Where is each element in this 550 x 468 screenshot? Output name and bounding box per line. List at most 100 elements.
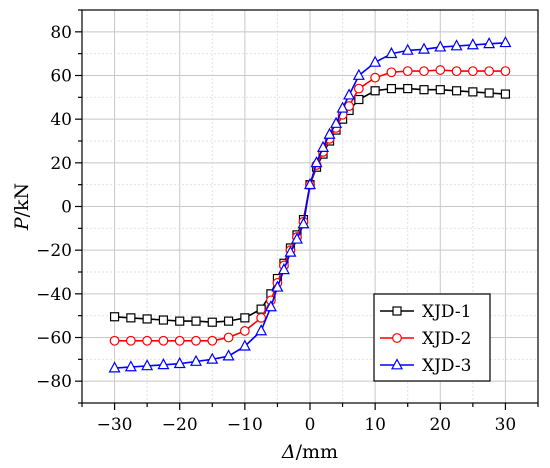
data-point	[125, 335, 136, 346]
data-point	[483, 37, 496, 49]
y-axis-label-symbol: P	[11, 216, 33, 231]
y-axis-label: P/kN	[11, 183, 33, 231]
data-point	[223, 316, 234, 326]
data-point	[484, 66, 495, 77]
data-point	[173, 356, 186, 369]
y-tick-label: 20	[50, 154, 72, 174]
data-point	[271, 280, 284, 292]
data-point	[467, 66, 478, 77]
y-tick-label: −80	[36, 372, 72, 392]
legend-label: XJD-3	[422, 356, 471, 376]
data-point	[323, 127, 336, 139]
data-point	[109, 312, 120, 322]
y-tick-label: −60	[36, 329, 72, 349]
x-tick-label: 10	[364, 415, 386, 435]
data-point	[500, 89, 511, 99]
data-point	[466, 38, 479, 50]
data-point	[385, 46, 398, 59]
legend-label: XJD-2	[422, 329, 471, 349]
data-point	[434, 40, 447, 52]
data-point	[419, 85, 429, 95]
legend-item: XJD-2	[380, 329, 471, 349]
x-axis-label-symbol: Δ	[281, 441, 296, 463]
x-tick-label: −20	[162, 415, 198, 435]
data-point	[124, 360, 137, 372]
y-tick-label: 0	[61, 198, 72, 218]
data-point	[303, 177, 317, 190]
data-point	[468, 87, 478, 97]
data-point	[343, 88, 356, 100]
data-point	[109, 335, 120, 346]
data-point	[370, 86, 380, 96]
data-point	[402, 66, 413, 77]
data-point	[157, 358, 170, 370]
data-point	[175, 316, 185, 326]
data-point	[191, 335, 201, 346]
data-point	[189, 354, 203, 366]
data-point	[174, 335, 185, 346]
x-axis-label: Δ/mm	[281, 441, 338, 463]
data-point	[484, 88, 494, 98]
data-point	[222, 349, 235, 361]
data-point	[500, 66, 511, 77]
data-point	[126, 313, 136, 323]
legend-item: XJD-1	[380, 302, 471, 322]
data-point	[284, 245, 297, 257]
y-tick-label: −20	[36, 241, 72, 261]
data-point	[419, 66, 429, 77]
data-point	[256, 312, 267, 323]
x-tick-label: 20	[429, 415, 451, 435]
axes: −30 −20 −10 0 10 20 30 −80 −60 −40 −20 0 20 40 60 80	[36, 9, 539, 435]
y-axis-label-unit: /kN	[11, 183, 33, 218]
data-point	[297, 217, 310, 229]
data-point	[310, 156, 323, 168]
y-tick-label: 60	[50, 67, 72, 87]
legend-marker	[390, 358, 404, 370]
data-point	[370, 72, 381, 83]
data-point	[435, 65, 446, 75]
data-point	[290, 232, 303, 244]
data-point	[191, 316, 201, 326]
data-point	[317, 140, 330, 152]
data-point	[264, 300, 277, 312]
x-tick-label: 0	[305, 415, 316, 435]
data-point	[158, 315, 169, 325]
y-tick-label: 40	[50, 110, 72, 130]
data-point	[330, 116, 343, 128]
data-point	[206, 352, 219, 364]
legend: XJD-1 XJD-2 XJD-3	[373, 293, 491, 382]
data-point	[499, 35, 512, 48]
data-point	[451, 66, 462, 77]
x-tick-label: 30	[495, 415, 517, 435]
data-point	[354, 94, 364, 105]
data-point	[142, 335, 153, 346]
x-tick-label: −30	[97, 415, 133, 435]
data-point	[352, 68, 365, 80]
data-point	[417, 42, 431, 54]
legend-marker	[392, 333, 402, 343]
data-point	[207, 317, 217, 327]
legend-item: XJD-3	[380, 356, 471, 376]
data-point	[353, 83, 364, 94]
data-point	[240, 313, 250, 323]
series-group	[108, 35, 512, 373]
legend-label: XJD-1	[422, 302, 471, 322]
data-point	[336, 101, 349, 113]
data-point	[207, 335, 218, 346]
y-tick-label: 80	[50, 23, 72, 43]
data-point	[141, 359, 154, 371]
data-point	[369, 55, 382, 67]
data-point	[277, 263, 290, 275]
x-tick-label: −10	[227, 415, 263, 435]
data-point	[223, 332, 234, 343]
data-point	[386, 67, 397, 78]
data-point	[255, 324, 268, 336]
y-tick-label: −40	[36, 285, 72, 305]
data-point	[401, 43, 414, 55]
data-point	[238, 339, 251, 351]
data-point	[403, 83, 413, 94]
data-point	[386, 83, 397, 94]
x-axis-label-unit: /mm	[296, 441, 338, 463]
data-point	[239, 326, 250, 336]
